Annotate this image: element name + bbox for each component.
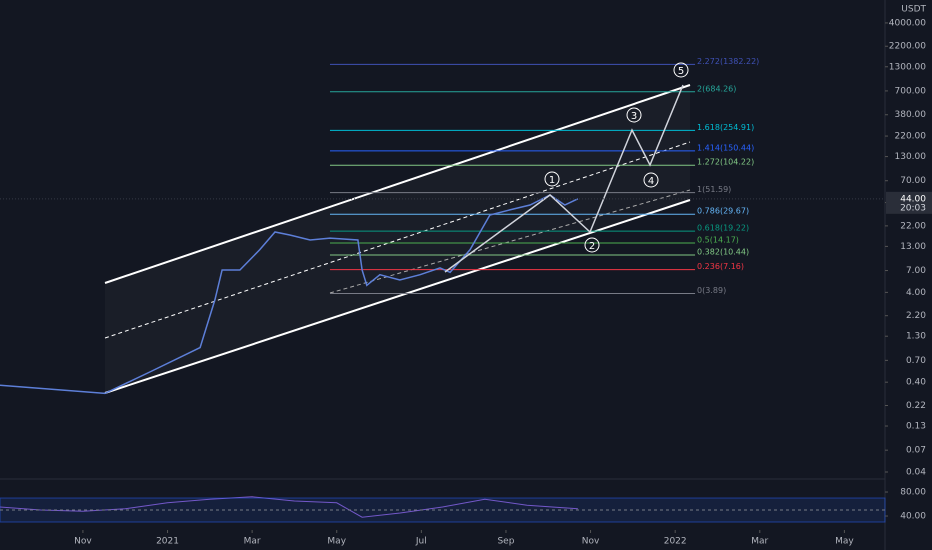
x-tick-label: 2021 (156, 537, 179, 547)
y-tick-label: 4.00 (906, 288, 926, 298)
y-tick-label: 0.22 (906, 401, 926, 411)
y-tick-label: 0.07 (906, 446, 926, 456)
current-price-label: 44.00 (900, 194, 926, 204)
y-tick-label: 13.00 (900, 242, 926, 252)
current-price-box (886, 191, 932, 214)
fib-label: 0.618(19.22) (697, 224, 749, 233)
wave-label: 5 (678, 66, 684, 77)
channel-middle (104, 141, 691, 339)
y-tick-label: 0.04 (906, 468, 926, 478)
y-tick-label: 1.30 (906, 332, 926, 342)
y-tick-label: 0.13 (906, 422, 926, 432)
fib-label: 0.5(14.17) (697, 236, 739, 245)
wave-label: 4 (648, 176, 654, 187)
wave-labels: 1 2 3 4 5 (544, 62, 689, 253)
y-tick-label: 4000.00 (889, 18, 926, 28)
rsi-band (0, 497, 886, 523)
x-tick-label: May (327, 537, 346, 547)
fib-label: 2(684.26) (697, 84, 736, 93)
y-tick-label: 2200.00 (889, 42, 926, 52)
wave-circle (626, 107, 642, 123)
x-tick-label: Nov (74, 537, 92, 547)
x-tick-label: May (835, 537, 854, 547)
wave-label: 2 (589, 241, 595, 252)
y-tick-label: 0.40 (906, 378, 926, 388)
x-tick-label: Mar (244, 537, 261, 547)
price-line (0, 194, 579, 395)
wave-path (444, 84, 684, 273)
fib-label: 1.414(150.44) (697, 143, 754, 152)
y-tick-label: 1300.00 (889, 62, 926, 72)
wave-circle (643, 172, 659, 188)
wave-circle (584, 237, 600, 253)
countdown: 20:03 (900, 203, 926, 213)
fib-label: 0.786(29.67) (697, 207, 749, 216)
y-tick-label: 7.00 (906, 266, 926, 276)
x-tick-label: Jul (415, 537, 427, 547)
y-tick-label: 70.00 (900, 176, 926, 186)
fib-label: 2.272(1382.22) (697, 57, 759, 66)
x-tick-label: 2022 (664, 537, 687, 547)
rsi-tick-label: 80.00 (900, 488, 926, 498)
fib-label: 1(51.59) (697, 185, 731, 194)
rsi-tick-label: 40.00 (900, 512, 926, 522)
x-tick-label: Sep (497, 537, 514, 547)
y-tick-label: 380.00 (895, 110, 927, 120)
channel-upper (104, 84, 691, 284)
fib-label: 1.272(104.22) (697, 158, 754, 167)
x-tick-label: Mar (751, 537, 768, 547)
y-tick-label: 220.00 (895, 132, 927, 142)
wave-label: 1 (549, 175, 555, 186)
y-tick-label: 2.20 (906, 311, 926, 321)
x-tick-label: Nov (582, 537, 600, 547)
quote-currency: USDT (901, 5, 926, 15)
fib-label: 1.618(254.91) (697, 123, 754, 132)
y-tick-label: 700.00 (895, 86, 927, 96)
fib-label: 0.382(10.44) (697, 247, 749, 256)
wave-label: 3 (631, 111, 637, 122)
wave-circle (544, 171, 560, 187)
y-tick-label: 130.00 (895, 152, 927, 162)
wave-circle (673, 62, 689, 78)
y-tick-label: 0.70 (906, 356, 926, 366)
fib-label: 0.236(7.16) (697, 262, 744, 271)
fib-label: 0(3.89) (697, 286, 726, 295)
channel-lower (104, 199, 691, 394)
y-tick-label: 22.00 (900, 221, 926, 231)
